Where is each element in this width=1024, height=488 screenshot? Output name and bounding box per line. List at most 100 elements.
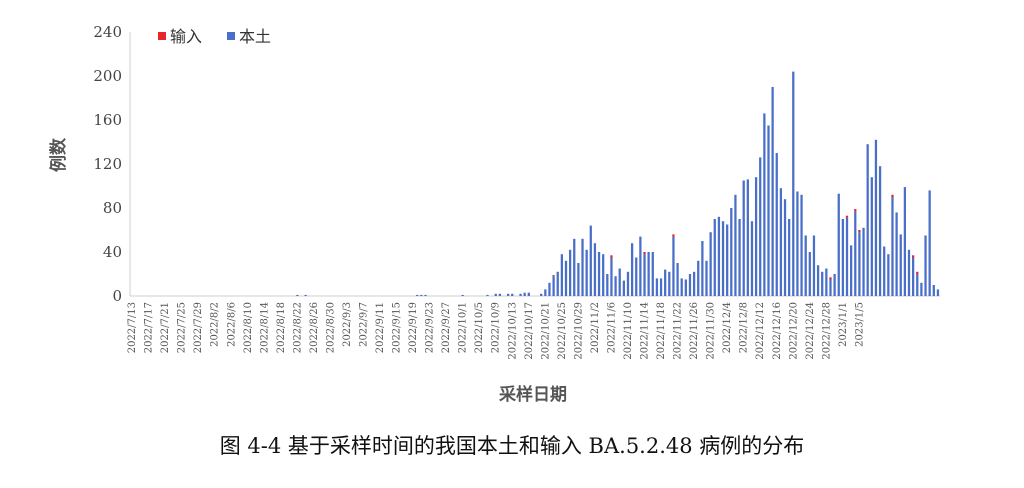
bar-local — [688, 274, 692, 296]
x-tick-label: 2022/9/19 — [408, 302, 419, 353]
y-tick-label: 80 — [103, 199, 122, 217]
bar-local — [841, 219, 845, 296]
legend-swatch-local — [227, 32, 235, 40]
x-tick-labels: 2022/7/13 2022/7/17 2022/7/21 2022/7/25 2022… — [127, 302, 865, 360]
bar-local — [854, 211, 857, 296]
x-tick-label: 2022/10/29 — [573, 302, 584, 360]
bar-local — [750, 221, 754, 296]
bar-local — [709, 232, 712, 296]
bar-local — [697, 260, 700, 296]
bar-local — [916, 274, 919, 296]
bar-local — [730, 208, 733, 296]
bar-local — [825, 268, 828, 296]
bar-local — [796, 191, 799, 296]
x-tick-label: 2022/9/27 — [441, 302, 452, 353]
bar-local — [895, 212, 898, 296]
x-tick-label: 2022/10/17 — [524, 302, 535, 360]
bar-local — [924, 235, 927, 296]
bar-local — [775, 153, 778, 296]
x-tick-label: 2022/11/6 — [607, 302, 618, 353]
bar-local — [920, 282, 923, 296]
y-tick-label: 160 — [93, 111, 122, 129]
bar-local — [507, 293, 510, 296]
bar-local — [705, 260, 708, 296]
legend-label-local: 本土 — [239, 27, 271, 46]
bar-local — [734, 194, 737, 296]
x-tick-label: 2022/7/21 — [160, 302, 171, 353]
bar-local — [523, 292, 526, 296]
bar-local — [680, 278, 683, 296]
bar-local — [618, 268, 621, 296]
bar-local — [577, 263, 580, 296]
bar-local — [556, 271, 559, 296]
x-tick-label: 2022/11/10 — [623, 302, 634, 360]
figure-caption: 图 4-4 基于采样时间的我国本土和输入 BA.5.2.48 病例的分布 — [219, 434, 805, 458]
bar-local — [552, 276, 555, 296]
bar-local — [540, 293, 543, 296]
bar-local — [544, 289, 547, 296]
bar-local — [573, 238, 576, 296]
bar-local — [804, 235, 807, 296]
bar-local — [639, 236, 642, 296]
bar-local — [763, 113, 766, 297]
legend-label-import: 输入 — [170, 27, 202, 46]
bar-import — [845, 215, 849, 218]
y-tick-label: 240 — [93, 23, 122, 41]
x-tick-label: 2022/10/1 — [458, 302, 469, 353]
bar-local — [717, 216, 721, 296]
bar-local — [887, 254, 890, 296]
x-tick-label: 2022/8/18 — [276, 302, 287, 353]
bar-import — [610, 255, 613, 258]
bar-local — [494, 293, 497, 296]
x-tick-label: 2022/10/25 — [557, 302, 568, 360]
bar-local — [783, 199, 787, 296]
bar-local — [635, 257, 638, 296]
x-tick-label: 2022/10/13 — [507, 302, 518, 360]
bar-local — [626, 271, 630, 296]
bar-local — [304, 294, 307, 296]
bar-import — [858, 230, 861, 233]
bar-local — [912, 257, 915, 296]
x-tick-label: 2022/8/30 — [325, 302, 336, 353]
bar-local — [866, 144, 869, 296]
bar-local — [461, 294, 464, 296]
bar-local — [771, 87, 774, 296]
bar-local — [713, 219, 716, 296]
bar-local — [564, 260, 568, 296]
bar-local — [812, 235, 816, 296]
bar-import — [912, 255, 915, 258]
bar-local — [754, 177, 758, 296]
bar-local — [548, 282, 551, 296]
bar-local — [692, 271, 696, 296]
bar-local — [858, 232, 861, 296]
bar-local — [606, 274, 609, 296]
y-axis-line-group — [129, 32, 940, 297]
bar-local — [936, 289, 940, 296]
bar-local — [833, 274, 836, 296]
bar-local — [845, 217, 849, 296]
bar-import — [891, 194, 894, 197]
bar-local — [498, 293, 502, 296]
bar-local — [647, 252, 650, 296]
x-tick-label: 2022/9/23 — [425, 302, 436, 353]
bar-local — [721, 221, 725, 296]
x-tick-label: 2022/8/10 — [243, 302, 254, 353]
x-tick-label: 2022/7/29 — [193, 302, 204, 353]
bar-local — [767, 125, 770, 296]
bar-local — [651, 252, 654, 296]
y-tick-label: 200 — [93, 67, 122, 85]
x-tick-label: 2022/7/25 — [177, 302, 188, 353]
bar-local — [862, 227, 865, 296]
bar-import — [672, 234, 675, 237]
x-tick-label: 2022/12/28 — [821, 302, 832, 360]
bar-import — [916, 271, 919, 274]
bar-local — [585, 249, 588, 296]
x-tick-label: 2022/10/9 — [491, 302, 502, 353]
x-tick-label: 2022/7/13 — [127, 302, 138, 353]
bar-import — [829, 277, 832, 280]
bar-local — [424, 294, 427, 296]
bar-local — [928, 190, 931, 296]
y-axis-title: 例数 — [48, 137, 69, 172]
bar-local — [420, 294, 423, 296]
